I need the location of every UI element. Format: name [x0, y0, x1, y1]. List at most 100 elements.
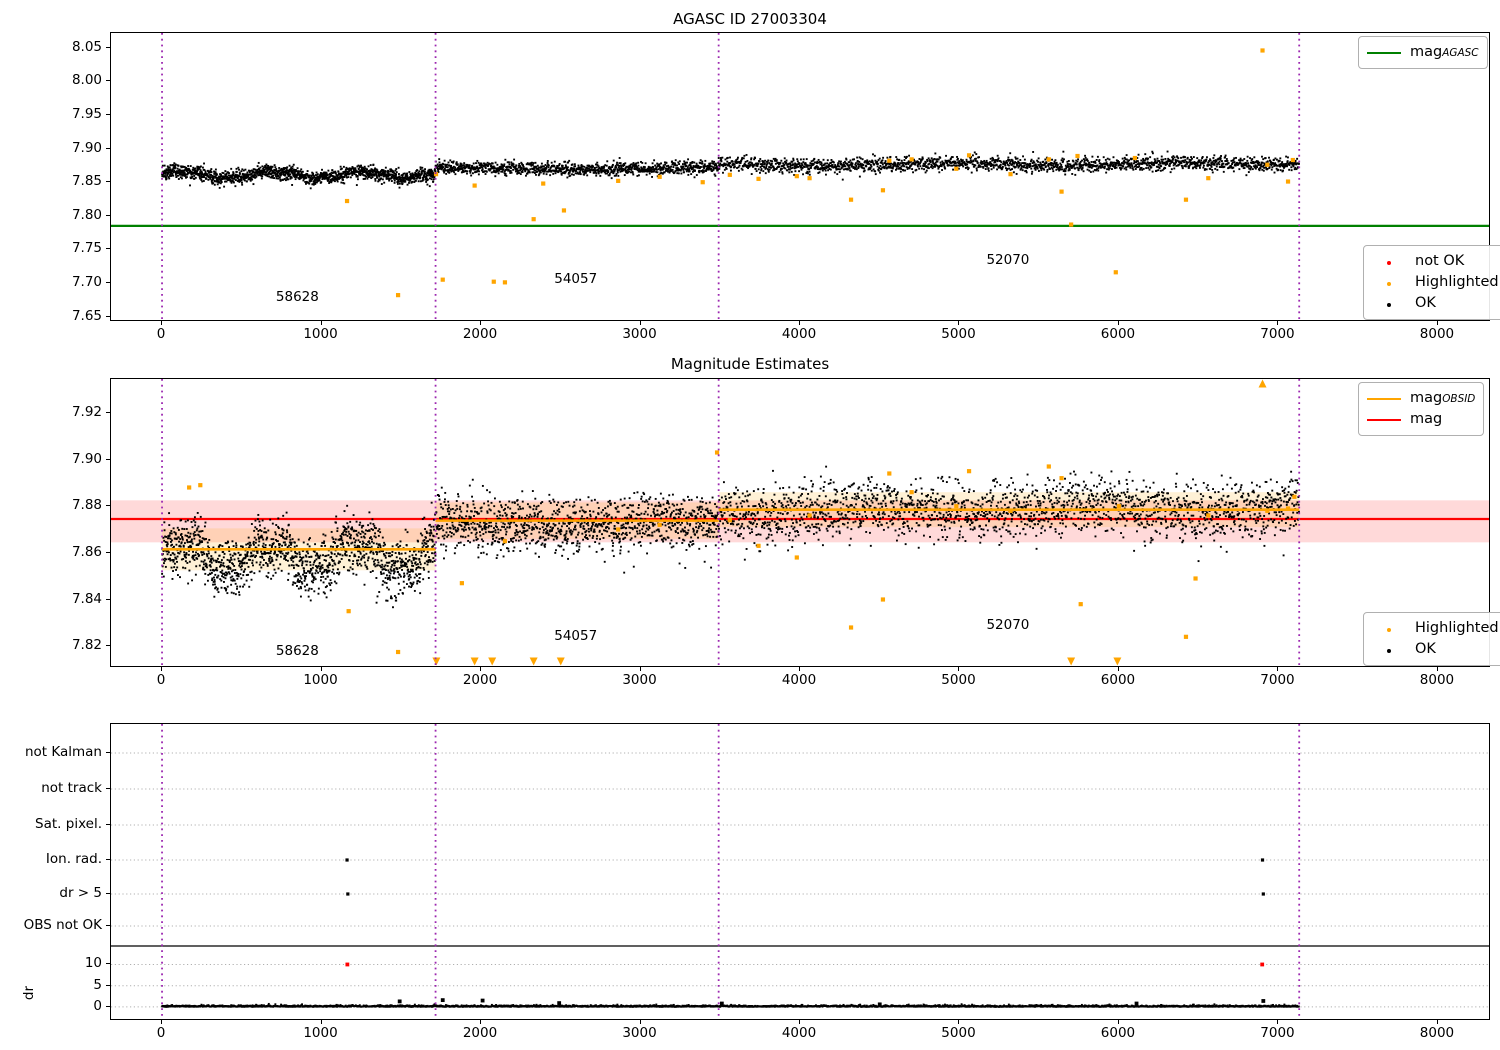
xtick-label: 2000 [462, 1025, 498, 1041]
dr-tick-label: 10 [84, 955, 102, 972]
ytick-label: 8.00 [71, 72, 102, 89]
xtick-mark [480, 321, 482, 325]
ytick-mark [106, 893, 110, 894]
panel-flags-svg [111, 724, 1489, 1019]
ytick-mark [106, 505, 110, 507]
ytick-mark [106, 181, 110, 183]
xtick-label: 7000 [1260, 672, 1295, 688]
panel-magnitude-estimates-highlighted-points [187, 379, 1297, 666]
xtick-mark [161, 321, 163, 325]
xtick-mark [1436, 667, 1438, 671]
dr-tick-label: 5 [93, 976, 102, 993]
xtick-mark [480, 1020, 482, 1024]
xtick-mark [639, 1020, 641, 1024]
dot-swatch-highlighted-2 [1372, 618, 1406, 639]
legend-label-mag-agasc: magAGASC [1410, 44, 1479, 60]
xtick-mark [1117, 1020, 1119, 1024]
xtick-label: 8000 [1419, 672, 1455, 688]
line-swatch-mag-agasc [1367, 51, 1401, 54]
ytick-mark [106, 282, 110, 284]
xtick-mark [958, 321, 960, 325]
ytick-mark [106, 1005, 110, 1007]
xtick-label: 4000 [781, 326, 817, 342]
ytick-mark [106, 788, 110, 789]
ytick-label: 7.90 [71, 450, 102, 467]
legend-label-ok: OK [1415, 295, 1436, 312]
xtick-label: 3000 [622, 1025, 657, 1041]
xtick-mark [161, 667, 163, 671]
legend-point-classes-panel1[interactable]: not OK Highlighted OK [1363, 245, 1500, 321]
legend-label-not-ok: not OK [1415, 253, 1465, 269]
ytick-label: 7.88 [71, 497, 102, 514]
obsid-annotation: 58628 [275, 643, 319, 659]
panel-magnitudes-ok-points [161, 150, 1300, 190]
xtick-label: 0 [156, 672, 166, 688]
panel-flags [110, 723, 1490, 1020]
panel-flags-dr-points [161, 1002, 1300, 1008]
obsid-annotation: 58628 [275, 289, 319, 306]
ytick-mark [106, 214, 110, 216]
legend-mag-lines[interactable]: magOBSID mag [1358, 382, 1485, 437]
xtick-mark [161, 1020, 163, 1024]
panel-magnitude-estimates-svg [111, 379, 1489, 666]
ytick-label: 7.82 [71, 637, 102, 654]
panel-magnitudes-plot-area [111, 33, 1489, 320]
ytick-label: 7.92 [71, 403, 102, 420]
xtick-label: 5000 [941, 1025, 976, 1041]
xtick-label: 4000 [781, 1025, 817, 1041]
xtick-label: 4000 [781, 672, 817, 688]
obsid-annotation: 54057 [554, 628, 598, 645]
ytick-mark [106, 752, 110, 753]
xtick-label: 6000 [1100, 1025, 1136, 1041]
panel-magnitudes [110, 32, 1490, 321]
panel-magnitude-estimates [110, 378, 1490, 667]
legend-row-ok: OK [1372, 293, 1499, 314]
xtick-mark [1277, 321, 1279, 325]
dr-tick-label: 0 [93, 997, 102, 1014]
ytick-mark [106, 984, 110, 986]
legend-row-mag-obsid: magOBSID [1367, 388, 1475, 409]
ytick-mark [106, 411, 110, 413]
xtick-label: 1000 [303, 672, 338, 688]
dot-swatch-ok-2 [1372, 639, 1406, 660]
ytick-label: 7.84 [71, 590, 102, 607]
dot-swatch-not-ok [1372, 251, 1406, 272]
xtick-label: 5000 [941, 326, 976, 342]
flag-category-label: Ion. rad. [45, 851, 102, 867]
xtick-mark [799, 667, 800, 671]
xtick-mark [1277, 667, 1279, 671]
ytick-label: 7.75 [71, 240, 102, 257]
panel-magnitude-estimates-title: Magnitude Estimates [670, 355, 830, 373]
ytick-mark [106, 147, 110, 149]
xtick-label: 0 [156, 1025, 166, 1041]
ytick-label: 7.90 [71, 139, 102, 156]
xtick-mark [1117, 321, 1119, 325]
dot-swatch-ok [1372, 293, 1406, 314]
xtick-label: 2000 [462, 672, 498, 688]
legend-row-mag-agasc: magAGASC [1367, 42, 1479, 63]
xtick-mark [958, 1020, 960, 1024]
panel-magnitude-estimates-ok-points [161, 465, 1300, 609]
xtick-mark [320, 321, 322, 325]
ytick-mark [106, 824, 110, 825]
legend-label-highlighted-2: Highlighted [1415, 620, 1499, 636]
ytick-label: 7.86 [71, 543, 102, 560]
legend-label-mag: mag [1410, 411, 1443, 428]
xtick-mark [958, 667, 960, 671]
ytick-label: 7.85 [71, 173, 102, 190]
xtick-label: 8000 [1419, 326, 1455, 342]
xtick-mark [799, 321, 800, 325]
dot-swatch-highlighted [1372, 272, 1406, 293]
xtick-mark [1436, 1020, 1438, 1024]
ytick-label: 7.70 [71, 274, 102, 291]
page-title: AGASC ID 27003304 [673, 10, 827, 28]
legend-label-highlighted: Highlighted [1415, 274, 1499, 291]
ytick-mark [106, 598, 110, 600]
xtick-label: 3000 [622, 672, 657, 688]
xtick-label: 0 [156, 326, 166, 342]
legend-mag-agasc[interactable]: magAGASC [1358, 36, 1488, 70]
xtick-label: 8000 [1419, 1025, 1455, 1041]
legend-point-classes-panel2[interactable]: Highlighted OK [1363, 612, 1500, 667]
dr-axis-label: dr [21, 986, 38, 1001]
